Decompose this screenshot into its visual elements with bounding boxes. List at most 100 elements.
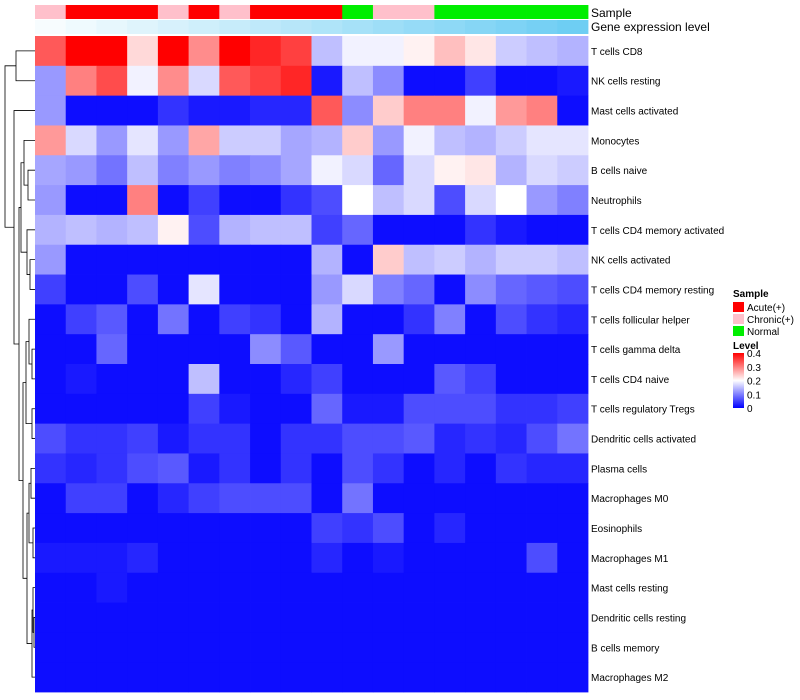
heatmap-cell: [188, 244, 220, 275]
heatmap-cell: [557, 65, 589, 97]
heatmap-cell: [465, 214, 497, 246]
heatmap-cell: [65, 304, 97, 335]
heatmap-cell: [311, 244, 343, 275]
heatmap-cell: [157, 453, 190, 484]
heatmap-cell: [495, 244, 527, 275]
heatmap-cell: [372, 274, 405, 305]
heatmap-cell: [526, 125, 558, 156]
heatmap-cell: [557, 334, 589, 365]
heatmap-cell: [280, 423, 312, 454]
heatmap-cell: [372, 423, 405, 454]
heatmap-cell: [434, 483, 466, 514]
heatmap-cell: [219, 214, 251, 246]
expression-anno-cell: [219, 20, 251, 34]
heatmap-cell: [403, 423, 435, 454]
heatmap-cell: [465, 364, 497, 395]
heatmap-cell: [157, 393, 190, 425]
heatmap-cell: [280, 95, 312, 126]
heatmap-cell: [434, 662, 466, 693]
heatmap-cell: [403, 125, 435, 156]
heatmap-cell: [35, 304, 67, 335]
heatmap-cell: [372, 513, 405, 544]
sample-anno-cell: [557, 5, 589, 19]
heatmap-cell: [250, 632, 282, 663]
expression-anno-cell: [403, 20, 435, 34]
expression-annotation-bar: [35, 20, 589, 34]
heatmap-cell: [65, 662, 97, 693]
heatmap-cell: [342, 453, 374, 484]
heatmap-cell: [127, 155, 159, 186]
heatmap-cell: [465, 304, 497, 335]
heatmap-cell: [465, 602, 497, 633]
heatmap-cell: [219, 542, 251, 574]
heatmap-cell: [188, 453, 220, 484]
heatmap-cell: [342, 185, 374, 216]
heatmap-cell: [495, 95, 527, 126]
heatmap-cell: [342, 95, 374, 126]
expression-anno-cell: [250, 20, 282, 34]
expression-anno-cell: [65, 20, 97, 34]
heatmap-cell: [96, 542, 128, 574]
heatmap-cell: [65, 393, 97, 425]
row-dendrogram: [4, 50, 35, 678]
heatmap-cell: [35, 572, 67, 603]
legend-entry-label: Acute(+): [747, 303, 785, 314]
heatmap-cell: [65, 513, 97, 544]
sample-anno-cell: [188, 5, 220, 19]
heatmap-cell: [557, 602, 589, 633]
heatmap-cell: [157, 185, 190, 216]
heatmap-cell: [434, 185, 466, 216]
heatmap-cell: [465, 632, 497, 663]
heatmap-cell: [65, 214, 97, 246]
legend-tick-label: 0.3: [747, 363, 761, 374]
heatmap-cell: [465, 542, 497, 574]
row-label: T cells gamma delta: [591, 345, 681, 356]
heatmap-cell: [372, 155, 405, 186]
heatmap-cell: [372, 542, 405, 574]
sample-anno-cell: [250, 5, 282, 19]
heatmap-cell: [127, 185, 159, 216]
heatmap-cell: [219, 185, 251, 216]
heatmap-cell: [434, 423, 466, 454]
heatmap-cell: [342, 423, 374, 454]
heatmap-cell: [35, 155, 67, 186]
heatmap-cell: [557, 513, 589, 544]
heatmap-cell: [557, 304, 589, 335]
heatmap-cell: [557, 36, 589, 67]
heatmap-cell: [311, 95, 343, 126]
heatmap-cell: [219, 364, 251, 395]
heatmap-cell: [65, 364, 97, 395]
heatmap-cell: [495, 662, 527, 693]
heatmap-cell: [250, 244, 282, 275]
heatmap-cell: [495, 393, 527, 425]
heatmap-cell: [219, 453, 251, 484]
heatmap-cell: [219, 662, 251, 693]
heatmap-cell: [96, 602, 128, 633]
heatmap-cell: [157, 304, 190, 335]
heatmap-cell: [434, 304, 466, 335]
heatmap-cell: [280, 632, 312, 663]
heatmap-cell: [65, 155, 97, 186]
heatmap-cell: [403, 483, 435, 514]
heatmap-cell: [403, 364, 435, 395]
heatmap-cell: [403, 632, 435, 663]
heatmap-cell: [96, 274, 128, 305]
heatmap-cell: [495, 602, 527, 633]
heatmap-cell: [465, 572, 497, 603]
heatmap-cell: [188, 602, 220, 633]
sample-anno-cell: [342, 5, 374, 19]
heatmap-cell: [372, 244, 405, 275]
expression-anno-cell: [188, 20, 220, 34]
heatmap-cell: [403, 155, 435, 186]
heatmap-cell: [465, 244, 497, 275]
heatmap-cell: [96, 244, 128, 275]
expression-annotation-label: Gene expression level: [591, 20, 710, 34]
legend-tick-label: 0.2: [747, 377, 761, 388]
heatmap-cell: [465, 662, 497, 693]
heatmap-cell: [65, 602, 97, 633]
heatmap-cell: [280, 304, 312, 335]
heatmap-cell: [250, 65, 282, 97]
heatmap-cell: [250, 155, 282, 186]
row-label: Macrophages M1: [591, 554, 669, 565]
